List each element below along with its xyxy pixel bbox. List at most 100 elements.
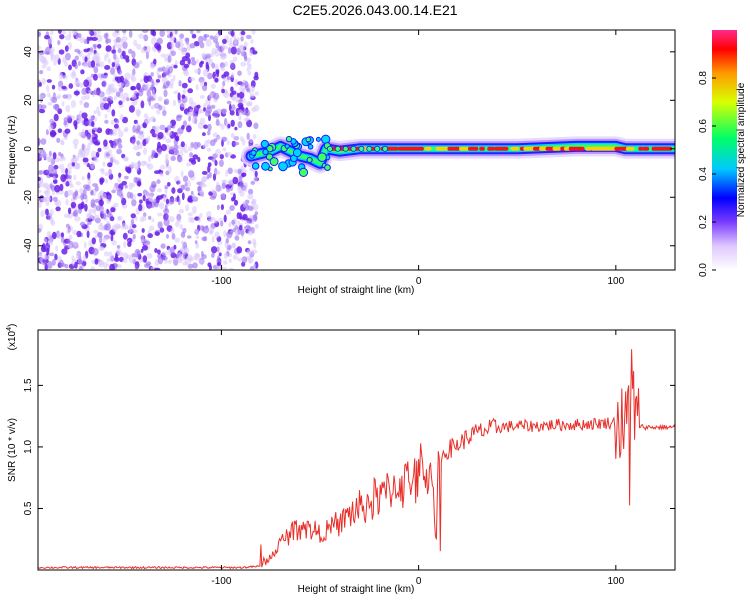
noise-speck	[70, 158, 77, 165]
noise-speck	[187, 212, 194, 217]
onset-blob	[315, 136, 321, 142]
noise-speck	[42, 260, 47, 266]
noise-speck	[254, 91, 259, 96]
noise-speck	[96, 56, 99, 65]
noise-speck	[99, 168, 105, 172]
noise-speck	[137, 133, 145, 140]
noise-speck	[92, 73, 98, 81]
noise-speck	[244, 186, 248, 193]
noise-speck	[190, 190, 194, 196]
noise-speck	[232, 176, 239, 185]
noise-speck	[229, 37, 233, 45]
noise-speck	[173, 64, 178, 69]
y-tick-label: -40	[23, 238, 34, 253]
onset-blob	[292, 148, 302, 158]
noise-speck	[231, 196, 235, 202]
noise-speck	[194, 69, 200, 74]
noise-speck	[157, 67, 164, 72]
noise-speck	[218, 159, 224, 167]
noise-speck	[87, 213, 93, 220]
noise-speck	[222, 38, 227, 45]
noise-speck	[159, 30, 165, 37]
noise-speck	[165, 153, 169, 162]
noise-speck	[102, 212, 107, 220]
noise-speck	[86, 133, 91, 141]
noise-speck	[243, 51, 248, 60]
noise-speck	[58, 151, 62, 157]
noise-speck	[177, 198, 181, 206]
noise-speck	[38, 152, 43, 159]
noise-speck	[81, 95, 87, 101]
noise-speck	[108, 251, 113, 258]
noise-speck	[42, 254, 48, 261]
noise-speck	[61, 156, 67, 161]
noise-speck	[249, 138, 254, 144]
noise-speck	[138, 33, 145, 39]
noise-speck	[40, 245, 47, 253]
noise-speck	[52, 189, 56, 196]
noise-speck	[156, 188, 163, 193]
noise-speck	[122, 252, 129, 260]
noise-speck	[191, 60, 197, 66]
noise-speck	[108, 140, 113, 144]
noise-speck	[104, 236, 109, 241]
onset-blob	[278, 161, 288, 172]
noise-speck	[246, 87, 250, 93]
noise-speck	[177, 155, 184, 163]
noise-speck	[247, 70, 252, 76]
noise-speck	[206, 211, 212, 219]
noise-speck	[51, 231, 57, 240]
noise-speck	[192, 154, 199, 160]
noise-speck	[38, 108, 46, 114]
noise-speck	[159, 164, 166, 170]
noise-speck	[231, 104, 236, 111]
noise-speck	[55, 53, 60, 62]
x-tick-label: 0	[416, 276, 422, 287]
noise-speck	[146, 163, 150, 168]
noise-speck	[179, 149, 184, 157]
snr-scale-close: )	[7, 324, 18, 327]
x-tick-label: -100	[211, 576, 231, 587]
noise-speck	[183, 247, 190, 255]
noise-speck	[88, 89, 93, 94]
noise-speck	[57, 40, 61, 46]
noise-speck	[70, 100, 77, 109]
noise-speck	[215, 183, 219, 192]
noise-speck	[181, 192, 185, 201]
noise-speck	[252, 198, 257, 205]
noise-speck	[143, 75, 149, 84]
noise-speck	[189, 43, 196, 49]
noise-speck	[112, 128, 118, 136]
noise-speck	[229, 60, 235, 64]
noise-speck	[114, 118, 120, 124]
noise-speck	[170, 155, 176, 161]
noise-speck	[90, 150, 97, 159]
noise-speck	[243, 41, 248, 48]
noise-speck	[44, 35, 50, 40]
noise-speck	[207, 162, 212, 168]
noise-speck	[57, 30, 62, 34]
noise-speck	[99, 177, 105, 184]
noise-speck	[234, 230, 239, 236]
noise-speck	[187, 146, 193, 151]
noise-speck	[169, 146, 175, 154]
onset-blob	[317, 152, 327, 162]
noise-speck	[132, 233, 136, 240]
noise-speck	[221, 43, 226, 52]
noise-speck	[254, 211, 259, 216]
noise-speck	[210, 104, 216, 109]
noise-speck	[155, 79, 161, 83]
noise-speck	[60, 262, 66, 267]
spectrogram-frame	[37, 29, 676, 271]
noise-speck	[191, 33, 197, 39]
noise-speck	[105, 178, 109, 184]
noise-speck	[126, 97, 130, 102]
noise-speck	[150, 128, 156, 135]
noise-speck	[114, 76, 119, 81]
noise-speck	[139, 199, 143, 204]
noise-speck	[150, 72, 154, 77]
noise-speck	[200, 179, 205, 188]
noise-speck	[230, 119, 235, 127]
colorbar-tick-label: 0.8	[698, 71, 709, 85]
